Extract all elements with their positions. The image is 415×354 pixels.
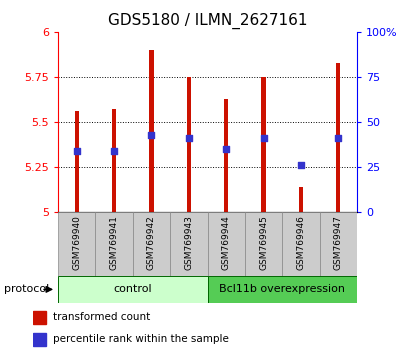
Text: GSM769946: GSM769946 — [296, 216, 305, 270]
Bar — [75, 111, 79, 212]
Bar — [187, 77, 191, 212]
Bar — [33, 311, 46, 324]
Bar — [95, 212, 133, 276]
Bar — [58, 276, 208, 303]
Bar — [282, 212, 320, 276]
Title: GDS5180 / ILMN_2627161: GDS5180 / ILMN_2627161 — [108, 13, 307, 29]
Point — [73, 148, 80, 154]
Bar — [149, 50, 154, 212]
Text: transformed count: transformed count — [53, 312, 151, 322]
Text: Bcl11b overexpression: Bcl11b overexpression — [219, 284, 345, 295]
Bar — [299, 187, 303, 212]
Point — [111, 148, 117, 154]
Point — [260, 136, 267, 141]
Bar — [208, 276, 357, 303]
Bar — [336, 63, 340, 212]
Bar — [208, 212, 245, 276]
Text: control: control — [113, 284, 152, 295]
Text: GSM769940: GSM769940 — [72, 216, 81, 270]
Point — [148, 132, 155, 138]
Bar — [58, 212, 95, 276]
Bar — [320, 212, 357, 276]
Point — [223, 147, 229, 152]
Point — [298, 162, 304, 168]
Bar — [112, 109, 116, 212]
Bar — [261, 77, 266, 212]
Text: percentile rank within the sample: percentile rank within the sample — [53, 335, 229, 344]
Bar — [170, 212, 208, 276]
Point — [186, 136, 192, 141]
Bar — [133, 212, 170, 276]
Text: protocol: protocol — [4, 284, 49, 295]
Point — [335, 136, 342, 141]
Text: GSM769941: GSM769941 — [110, 216, 119, 270]
Bar — [245, 212, 282, 276]
Bar — [33, 333, 46, 346]
Text: GSM769945: GSM769945 — [259, 216, 268, 270]
Text: GSM769944: GSM769944 — [222, 216, 231, 270]
Text: GSM769943: GSM769943 — [184, 216, 193, 270]
Bar — [224, 99, 228, 212]
Text: GSM769942: GSM769942 — [147, 216, 156, 270]
Text: GSM769947: GSM769947 — [334, 216, 343, 270]
